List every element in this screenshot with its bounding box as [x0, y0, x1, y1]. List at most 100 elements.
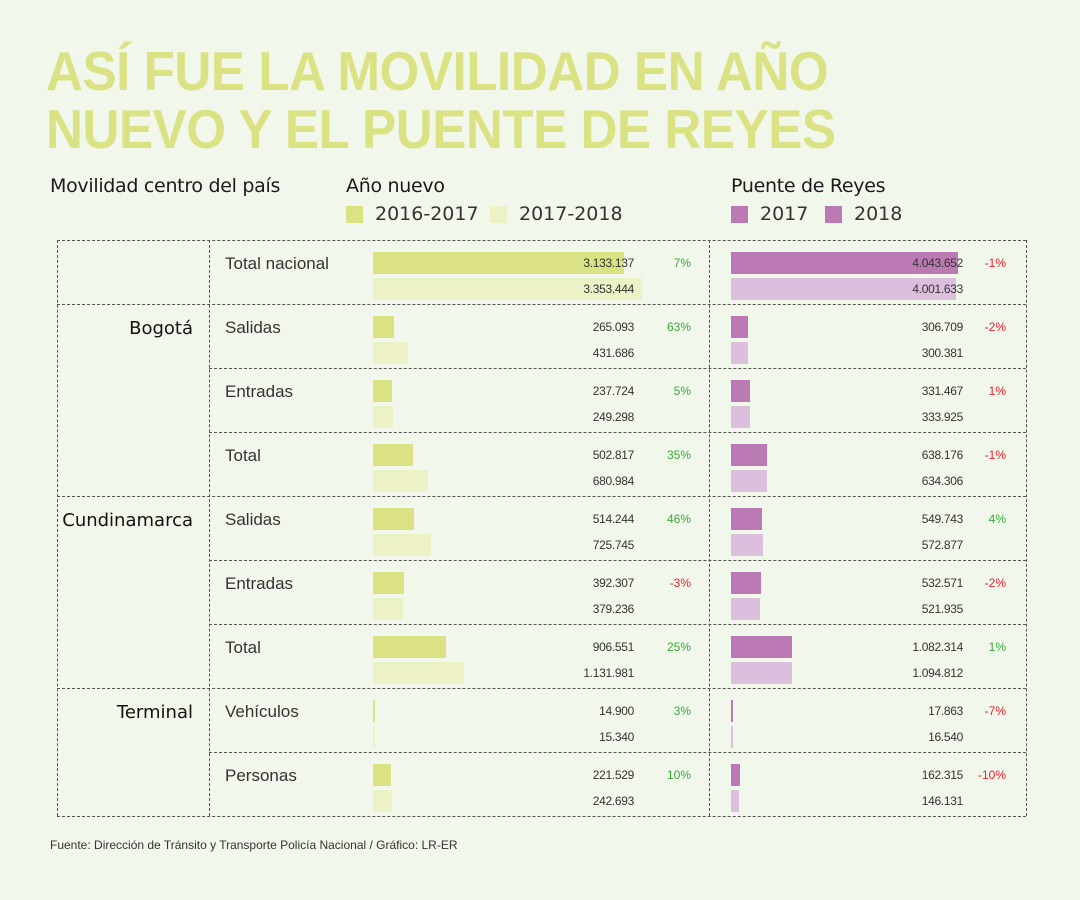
legend-label: 2016-2017: [375, 203, 479, 225]
bar-puente-reyes-2018: [731, 662, 793, 684]
header-left: Movilidad centro del país: [50, 175, 281, 197]
bar-puente-reyes-2018: [731, 470, 767, 492]
bar-ano-nuevo-2017-2018: [373, 598, 404, 620]
change-percent: 25%: [666, 640, 691, 654]
row-label: Salidas: [225, 318, 281, 337]
bar-value-label: 3.353.444: [583, 282, 634, 296]
bar-value-label: 906.551: [592, 640, 635, 654]
bar-value-label: 514.244: [592, 512, 635, 526]
change-percent: -7%: [984, 704, 1006, 718]
bar-value-label: 221.529: [592, 768, 635, 782]
row-divider: [209, 752, 1026, 753]
table-border-right: [1026, 240, 1027, 816]
bar-value-label: 265.093: [592, 320, 635, 334]
bar-value-label: 249.298: [592, 410, 635, 424]
bar-value-label: 331.467: [921, 384, 964, 398]
change-percent: 1%: [988, 640, 1006, 654]
bar-puente-reyes-2017: [731, 700, 733, 722]
bar-value-label: 634.306: [921, 474, 964, 488]
bar-puente-reyes-2018: [731, 342, 748, 364]
bar-ano-nuevo-2017-2018: [373, 534, 432, 556]
bar-puente-reyes-2017: [731, 508, 762, 530]
region-label: Bogotá: [129, 318, 193, 339]
change-percent: -2%: [984, 320, 1006, 334]
row-label: Personas: [225, 766, 297, 785]
bar-value-label: 4.001.633: [912, 282, 963, 296]
bar-value-label: 333.925: [921, 410, 964, 424]
bar-value-label: 1.131.981: [583, 666, 634, 680]
bar-puente-reyes-2018: [731, 790, 740, 812]
bar-value-label: 725.745: [592, 538, 635, 552]
row-label: Entradas: [225, 574, 294, 593]
bar-value-label: 521.935: [921, 602, 964, 616]
bar-puente-reyes-2018: [731, 598, 761, 620]
row-divider: [209, 560, 1026, 561]
row-divider: [209, 624, 1026, 625]
bar-value-label: 502.817: [592, 448, 635, 462]
bar-ano-nuevo-2017-2018: [373, 726, 375, 748]
legend-item-2017-2018: 2017-2018: [490, 203, 623, 225]
bar-ano-nuevo-2016-2017: [373, 700, 375, 722]
bar-value-label: 146.131: [921, 794, 964, 808]
legend-label: 2017-2018: [519, 203, 623, 225]
change-percent: 35%: [666, 448, 691, 462]
bar-puente-reyes-2017: [731, 316, 749, 338]
bar-value-label: 392.307: [592, 576, 635, 590]
column-divider: [209, 240, 210, 816]
bar-ano-nuevo-2017-2018: [373, 406, 393, 428]
bar-value-label: 1.082.314: [912, 640, 963, 654]
change-percent: 3%: [673, 704, 691, 718]
table-border-left: [57, 240, 58, 816]
bar-value-label: 237.724: [592, 384, 635, 398]
change-percent: 4%: [988, 512, 1006, 526]
bar-value-label: 242.693: [592, 794, 635, 808]
bar-value-label: 379.236: [592, 602, 635, 616]
bar-puente-reyes-2017: [731, 252, 958, 274]
change-percent: 63%: [666, 320, 691, 334]
change-percent: 1%: [988, 384, 1006, 398]
title-line-2: NUEVO Y EL PUENTE DE REYES: [46, 98, 836, 160]
header-puente-reyes: Puente de Reyes: [731, 175, 886, 197]
bar-ano-nuevo-2016-2017: [373, 252, 625, 274]
bar-puente-reyes-2018: [731, 534, 764, 556]
region-divider: [57, 304, 1026, 305]
title-line-1: ASÍ FUE LA MOVILIDAD EN AÑO: [46, 40, 829, 102]
bar-value-label: 680.984: [592, 474, 635, 488]
bar-puente-reyes-2018: [731, 726, 733, 748]
bar-ano-nuevo-2016-2017: [373, 764, 391, 786]
chart-title: ASÍ FUE LA MOVILIDAD EN AÑO NUEVO Y EL P…: [46, 42, 976, 158]
bar-value-label: 306.709: [921, 320, 964, 334]
legend-swatch: [825, 205, 842, 223]
change-percent: -1%: [984, 448, 1006, 462]
legend-item-2018: 2018: [825, 203, 902, 225]
row-label: Total nacional: [225, 254, 329, 273]
bar-value-label: 572.877: [921, 538, 964, 552]
region-divider: [57, 816, 1026, 817]
bar-value-label: 431.686: [592, 346, 635, 360]
bar-ano-nuevo-2016-2017: [373, 572, 405, 594]
bar-value-label: 1.094.812: [912, 666, 963, 680]
legend-label: 2018: [854, 203, 903, 225]
header-ano-nuevo: Año nuevo: [346, 175, 445, 197]
row-label: Total: [225, 638, 261, 657]
bar-value-label: 162.315: [921, 768, 964, 782]
region-divider: [57, 688, 1026, 689]
bar-value-label: 16.540: [928, 730, 963, 744]
row-label: Salidas: [225, 510, 281, 529]
change-percent: 10%: [666, 768, 691, 782]
change-percent: 5%: [673, 384, 691, 398]
bar-puente-reyes-2017: [731, 764, 741, 786]
row-label: Entradas: [225, 382, 294, 401]
bar-value-label: 549.743: [921, 512, 964, 526]
legend-item-2016-2017: 2016-2017: [346, 203, 479, 225]
bar-ano-nuevo-2016-2017: [373, 444, 414, 466]
bar-value-label: 3.133.137: [583, 256, 634, 270]
row-divider: [209, 432, 1026, 433]
change-percent: -2%: [984, 576, 1006, 590]
bar-value-label: 14.900: [599, 704, 634, 718]
region-label: Cundinamarca: [62, 510, 193, 531]
region-divider: [57, 240, 1026, 241]
bar-puente-reyes-2017: [731, 572, 761, 594]
bar-value-label: 17.863: [928, 704, 963, 718]
bar-ano-nuevo-2016-2017: [373, 636, 446, 658]
